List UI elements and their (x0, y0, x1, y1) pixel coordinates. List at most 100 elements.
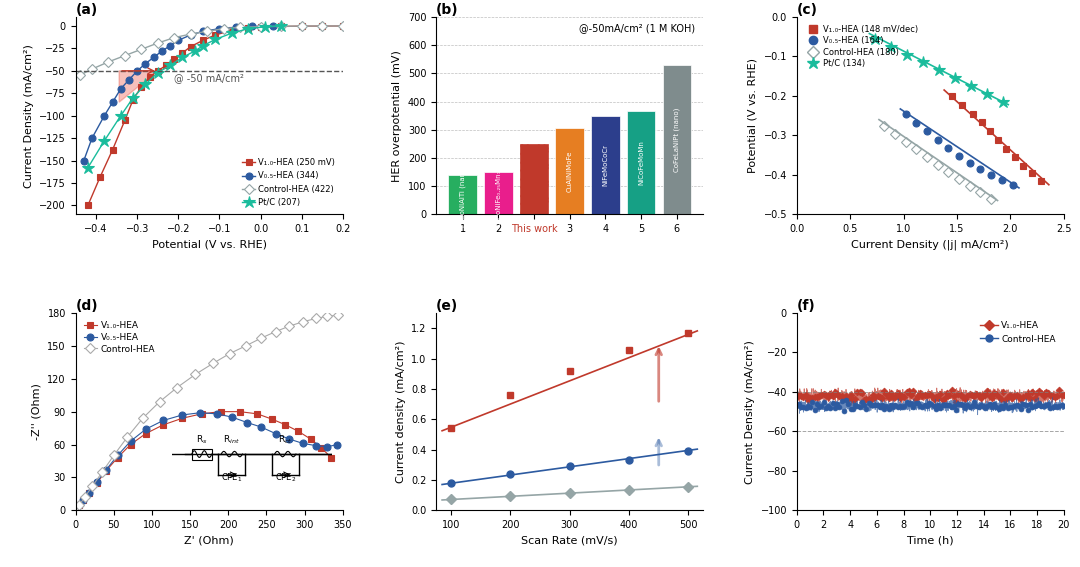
Line: Pt/C (207): Pt/C (207) (82, 20, 287, 174)
Control-HEA (422) (151, 40, 164, 46)
Control-HEA (978, 405, 991, 412)
V₀.₅-HEA (269, 430, 282, 437)
V₁.₀-HEA (176, 415, 189, 422)
Control-HEA (943, 401, 956, 408)
V₁.₀-HEA (214, 408, 227, 415)
V₁.₀-HEA (250 mV) (197, 37, 210, 44)
Text: (c): (c) (797, 3, 818, 17)
Bar (519, 144, 549, 214)
Control-HEA (422) (73, 72, 86, 79)
V₀.₅-HEA (111, 452, 124, 459)
Text: NiCoFeMoMn: NiCoFeMoMn (638, 141, 644, 185)
V₁.₀-HEA (1053, 387, 1066, 393)
Control-HEA (851, 403, 864, 410)
V₁.₀-HEA (73, 501, 86, 508)
V₁.₀-HEA (949, 399, 962, 405)
Pt/C (207) (274, 23, 287, 29)
Control-HEA (1005, 404, 1018, 411)
V₁.₀-HEA (292, 428, 305, 435)
V₁.₀-HEA (250 mV) (119, 117, 132, 124)
Control-HEA (839, 397, 852, 404)
Control-HEA (422) (315, 23, 328, 29)
V₁.₀-HEA (1057, 391, 1070, 398)
V₀.₅-HEA (330, 441, 343, 448)
X-axis label: Time (h): Time (h) (907, 536, 954, 545)
V₁.₀-HEA (250 mV) (254, 23, 267, 30)
Control-HEA (422) (254, 23, 267, 30)
V₀.₅-HEA (344) (197, 28, 210, 35)
Text: NiFeMoCoCr: NiFeMoCoCr (603, 144, 608, 187)
V₀.₅-HEA (344) (267, 23, 280, 29)
V₀.₅-HEA (124, 438, 137, 445)
X-axis label: Scan Rate (mV/s): Scan Rate (mV/s) (522, 536, 618, 545)
Pt/C (207) (176, 54, 189, 61)
Y-axis label: -Z'' (Ohm): -Z'' (Ohm) (31, 383, 42, 440)
Pt/C (207) (139, 81, 152, 88)
Control-HEA (422) (274, 23, 287, 29)
Pt/C (207) (258, 23, 271, 30)
Line: V₁.₀-HEA: V₁.₀-HEA (794, 388, 1066, 405)
V₀.₅-HEA (344) (85, 135, 98, 142)
V₀.₅-HEA (211, 411, 224, 417)
Control-HEA (310, 315, 323, 322)
V₁.₀-HEA (945, 387, 958, 393)
Text: (f): (f) (797, 299, 815, 313)
Pt/C (207) (188, 48, 201, 54)
Pt/C (207) (114, 112, 127, 119)
Line: V₀.₅-HEA (344): V₀.₅-HEA (344) (80, 23, 276, 164)
V₀.₅-HEA (73, 501, 86, 508)
Control-HEA (422) (119, 52, 132, 59)
Pt/C (207) (98, 137, 111, 144)
Legend: V₁.₀-HEA (148 mV/dec), V₀.₅-HEA (164), Control-HEA (180), Pt/C (134): V₁.₀-HEA (148 mV/dec), V₀.₅-HEA (164), C… (801, 21, 922, 71)
Bar (484, 172, 513, 214)
V₀.₅-HEA (344) (139, 60, 152, 67)
V₁.₀-HEA (250 mV) (185, 43, 198, 50)
Control-HEA (189, 371, 202, 378)
Control-HEA (791, 402, 804, 409)
V₁.₀-HEA (250 mV) (226, 27, 239, 34)
V₀.₅-HEA (344) (78, 157, 91, 164)
Control-HEA (78, 494, 91, 501)
V₀.₅-HEA (139, 426, 152, 433)
V₀.₅-HEA (344) (156, 48, 168, 54)
Control-HEA (422) (102, 58, 114, 65)
V₀.₅-HEA (344) (164, 43, 177, 49)
Text: CoFeLaNiPt (nano): CoFeLaNiPt (nano) (674, 107, 680, 172)
Control-HEA (255, 335, 268, 341)
Control-HEA (422) (201, 28, 214, 35)
Legend:  (441, 317, 447, 324)
Pt/C (207) (151, 69, 164, 76)
V₁.₀-HEA (99, 467, 112, 474)
V₀.₅-HEA (344) (213, 26, 226, 32)
Control-HEA (332, 312, 345, 319)
Control-HEA (866, 401, 879, 408)
V₀.₅-HEA (344) (185, 32, 198, 39)
Control-HEA (136, 415, 149, 422)
Control-HEA (224, 350, 237, 357)
V₁.₀-HEA (250 mV) (176, 49, 189, 56)
V₀.₅-HEA (344) (106, 99, 119, 105)
Control-HEA (422) (185, 31, 198, 37)
V₀.₅-HEA (255, 424, 268, 430)
Line: Control-HEA (422): Control-HEA (422) (77, 23, 347, 79)
V₁.₀-HEA (862, 396, 875, 403)
Line: Control-HEA: Control-HEA (76, 312, 341, 508)
Control-HEA (171, 384, 184, 391)
V₀.₅-HEA (193, 409, 206, 416)
V₁.₀-HEA (279, 421, 292, 428)
Y-axis label: Current Density (mA/cm²): Current Density (mA/cm²) (24, 44, 33, 188)
Bar (662, 65, 691, 214)
Control-HEA (297, 318, 310, 325)
Line: V₀.₅-HEA: V₀.₅-HEA (76, 409, 341, 508)
Pt/C (207) (197, 43, 210, 49)
V₀.₅-HEA (91, 479, 104, 485)
Control-HEA (121, 433, 134, 440)
V₀.₅-HEA (77, 497, 90, 504)
V₀.₅-HEA (344) (114, 86, 127, 92)
Control-HEA (1053, 403, 1066, 409)
Text: (b): (b) (436, 3, 459, 17)
Pt/C (207) (81, 164, 94, 171)
V₁.₀-HEA (250 mV) (242, 24, 255, 31)
Text: V₁.₀CuCoNiFeMn: V₁.₀CuCoNiFeMn (531, 151, 537, 208)
Control-HEA (422) (135, 46, 148, 53)
